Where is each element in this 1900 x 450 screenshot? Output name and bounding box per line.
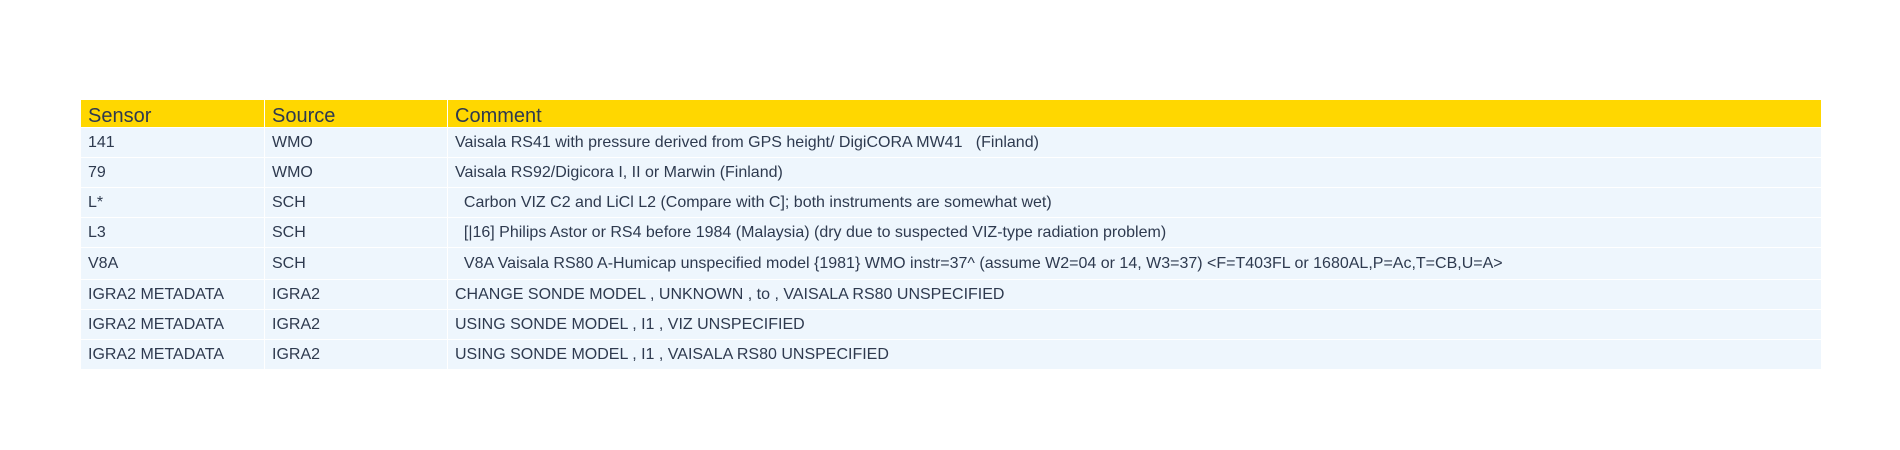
comment-cell: USING SONDE MODEL , I1 , VIZ UNSPECIFIED [447, 309, 1821, 339]
source-cell: WMO [264, 127, 447, 157]
table-row: IGRA2 METADATA IGRA2 USING SONDE MODEL ,… [81, 309, 1821, 339]
comment-cell: Vaisala RS92/Digicora I, II or Marwin (F… [447, 157, 1821, 187]
column-header-comment: Comment [447, 100, 1821, 127]
comment-cell: V8A Vaisala RS80 A-Humicap unspecified m… [447, 247, 1821, 279]
table-row: IGRA2 METADATA IGRA2 USING SONDE MODEL ,… [81, 339, 1821, 369]
table-row: IGRA2 METADATA IGRA2 CHANGE SONDE MODEL … [81, 279, 1821, 309]
comment-cell: Carbon VIZ C2 and LiCl L2 (Compare with … [447, 187, 1821, 217]
sensor-cell: V8A [81, 247, 264, 279]
sensor-cell: IGRA2 METADATA [81, 309, 264, 339]
table-row: L* SCH Carbon VIZ C2 and LiCl L2 (Compar… [81, 187, 1821, 217]
comment-cell: CHANGE SONDE MODEL , UNKNOWN , to , VAIS… [447, 279, 1821, 309]
comment-cell: [|16] Philips Astor or RS4 before 1984 (… [447, 217, 1821, 247]
table-row: 79 WMO Vaisala RS92/Digicora I, II or Ma… [81, 157, 1821, 187]
sensor-cell: 141 [81, 127, 264, 157]
source-cell: WMO [264, 157, 447, 187]
source-cell: IGRA2 [264, 309, 447, 339]
comment-cell: USING SONDE MODEL , I1 , VAISALA RS80 UN… [447, 339, 1821, 369]
sensor-metadata-table: Sensor Source Comment 141 WMO Vaisala RS… [81, 100, 1821, 369]
table-header-row: Sensor Source Comment [81, 100, 1821, 127]
sensor-cell: L3 [81, 217, 264, 247]
column-header-sensor: Sensor [81, 100, 264, 127]
table-row: V8A SCH V8A Vaisala RS80 A-Humicap unspe… [81, 247, 1821, 279]
comment-cell: Vaisala RS41 with pressure derived from … [447, 127, 1821, 157]
source-cell: SCH [264, 217, 447, 247]
sensor-cell: IGRA2 METADATA [81, 339, 264, 369]
source-cell: IGRA2 [264, 339, 447, 369]
table-row: 141 WMO Vaisala RS41 with pressure deriv… [81, 127, 1821, 157]
sensor-metadata-table-container: Sensor Source Comment 141 WMO Vaisala RS… [81, 100, 1821, 369]
source-cell: SCH [264, 247, 447, 279]
sensor-cell: 79 [81, 157, 264, 187]
table-row: L3 SCH [|16] Philips Astor or RS4 before… [81, 217, 1821, 247]
source-cell: SCH [264, 187, 447, 217]
source-cell: IGRA2 [264, 279, 447, 309]
sensor-cell: L* [81, 187, 264, 217]
column-header-source: Source [264, 100, 447, 127]
sensor-cell: IGRA2 METADATA [81, 279, 264, 309]
